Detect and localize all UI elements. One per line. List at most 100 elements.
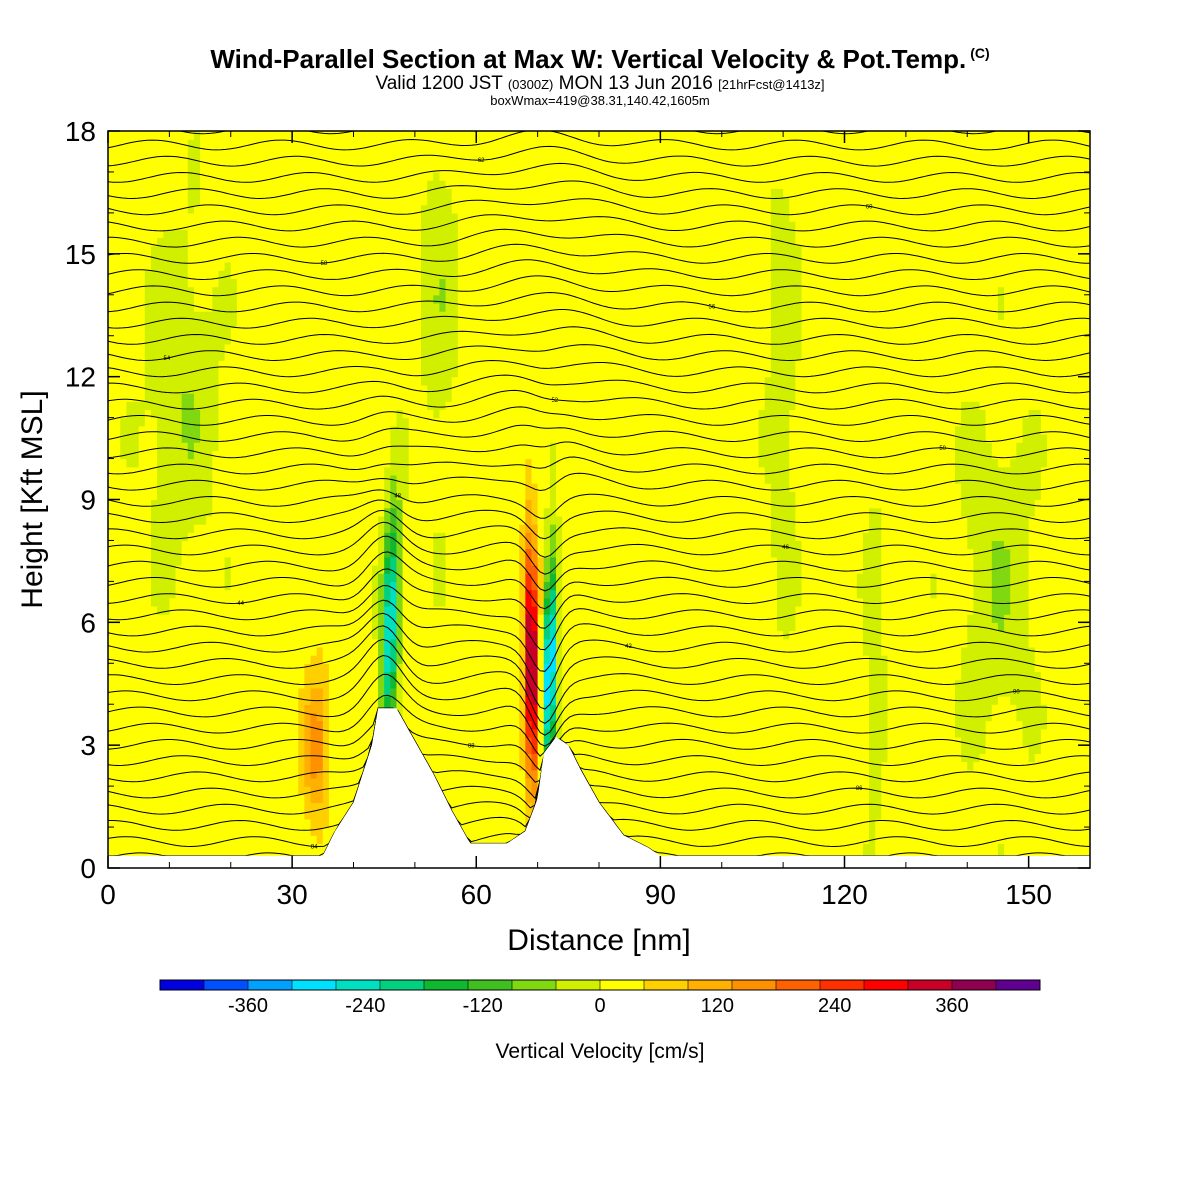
w-cell xyxy=(255,188,263,198)
w-cell xyxy=(243,573,250,582)
w-cell xyxy=(108,712,115,722)
w-cell xyxy=(378,540,385,550)
w-cell xyxy=(310,548,318,558)
w-cell xyxy=(328,376,336,386)
w-cell xyxy=(414,319,422,329)
w-cell xyxy=(249,483,256,492)
w-cell xyxy=(378,687,385,697)
w-cell xyxy=(163,745,170,754)
w-cell xyxy=(181,270,189,279)
w-cell xyxy=(322,343,330,353)
w-cell xyxy=(445,630,453,640)
w-cell xyxy=(175,302,183,312)
w-cell xyxy=(279,360,287,370)
w-cell xyxy=(108,417,115,427)
w-cell xyxy=(206,286,213,296)
w-cell xyxy=(427,753,434,763)
w-cell xyxy=(236,499,244,509)
w-cell xyxy=(322,302,330,312)
w-cell xyxy=(359,704,367,714)
w-cell xyxy=(230,302,238,312)
w-cell xyxy=(144,278,152,288)
w-cell xyxy=(144,131,152,140)
w-cell xyxy=(206,302,213,312)
w-cell xyxy=(322,630,330,640)
w-cell xyxy=(267,745,275,754)
w-cell xyxy=(249,196,256,206)
w-cell xyxy=(120,155,128,165)
w-cell xyxy=(273,147,281,157)
w-cell xyxy=(212,343,220,353)
w-cell xyxy=(206,368,213,378)
w-cell xyxy=(341,409,348,419)
w-cell xyxy=(261,401,269,411)
w-cell xyxy=(230,753,238,763)
w-cell xyxy=(224,532,232,542)
w-cell xyxy=(285,622,293,632)
w-cell xyxy=(298,704,305,714)
w-cell xyxy=(347,524,355,533)
w-cell xyxy=(108,614,115,623)
w-cell xyxy=(114,827,121,836)
w-cell xyxy=(150,589,158,599)
w-cell xyxy=(224,270,232,279)
w-cell xyxy=(243,368,250,378)
w-cell xyxy=(169,229,177,239)
w-cell xyxy=(341,155,348,165)
w-cell xyxy=(341,663,348,673)
w-cell xyxy=(359,147,367,157)
w-cell xyxy=(138,196,146,206)
w-cell xyxy=(108,540,115,550)
w-cell xyxy=(371,212,379,222)
w-cell xyxy=(427,655,434,664)
w-cell xyxy=(200,786,207,795)
w-cell xyxy=(279,687,287,697)
w-cell xyxy=(255,262,263,271)
w-cell xyxy=(126,253,134,263)
w-cell xyxy=(353,761,361,771)
w-cell xyxy=(200,163,207,173)
w-cell xyxy=(378,188,385,198)
w-cell xyxy=(427,311,434,320)
w-cell xyxy=(353,196,361,206)
w-cell xyxy=(390,376,398,386)
w-cell xyxy=(114,540,121,550)
w-cell xyxy=(255,450,263,460)
w-cell xyxy=(414,384,422,394)
w-cell xyxy=(175,630,183,640)
w-cell xyxy=(402,245,410,255)
w-cell xyxy=(359,761,367,771)
w-cell xyxy=(126,524,134,533)
w-cell xyxy=(193,597,201,607)
w-cell xyxy=(439,605,447,615)
w-cell xyxy=(261,442,269,451)
w-cell xyxy=(414,474,422,484)
w-cell xyxy=(439,212,447,222)
w-cell xyxy=(114,589,121,599)
w-cell xyxy=(322,139,330,148)
w-cell xyxy=(439,671,447,681)
w-cell xyxy=(273,335,281,345)
w-cell xyxy=(310,319,318,329)
w-cell xyxy=(378,253,385,263)
w-cell xyxy=(371,704,379,714)
w-cell xyxy=(359,573,367,582)
w-cell xyxy=(335,163,342,173)
w-cell xyxy=(304,499,312,509)
w-cell xyxy=(126,163,134,173)
w-cell xyxy=(433,720,441,730)
w-cell xyxy=(384,343,391,353)
w-cell xyxy=(157,843,164,853)
w-cell xyxy=(120,507,128,517)
w-cell xyxy=(445,581,453,591)
w-cell xyxy=(236,278,244,288)
w-cell xyxy=(212,147,220,157)
w-cell xyxy=(255,171,263,181)
w-cell xyxy=(316,139,324,148)
w-cell xyxy=(408,294,416,304)
w-cell xyxy=(150,827,158,836)
w-cell xyxy=(402,425,410,435)
w-cell xyxy=(261,343,269,353)
w-cell xyxy=(200,196,207,206)
